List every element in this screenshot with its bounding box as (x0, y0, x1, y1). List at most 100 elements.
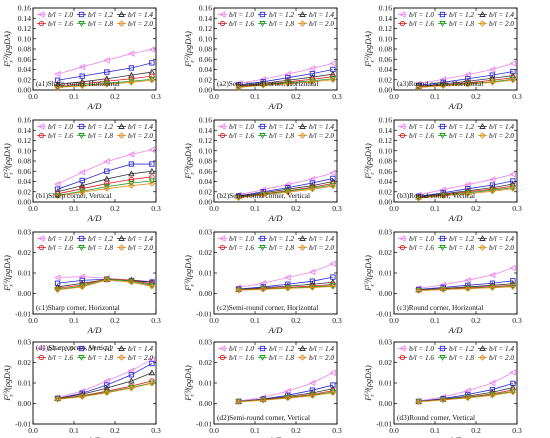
y-tick-label: 0.08 (199, 157, 212, 166)
y-tick-label: 0.00 (18, 86, 31, 95)
data-point (284, 395, 291, 402)
y-tick-label: -0.01 (15, 420, 31, 429)
series-line-3 (57, 372, 153, 399)
legend-entry: b/l = 1.0 (409, 11, 434, 19)
panel-caption: (d2)Semi-round corner, Vertical (217, 413, 310, 422)
panel-caption: (d3)Round corner, Vertical (397, 413, 475, 422)
legend-entry: b/l = 1.8 (269, 20, 294, 28)
legend-marker (37, 11, 45, 18)
legend-entry: b/l = 1.0 (229, 235, 254, 243)
y-tick-label: 0.16 (199, 4, 212, 13)
series-line-1 (238, 172, 334, 196)
x-tick-label: 0.3 (512, 204, 522, 213)
data-point (464, 394, 471, 402)
data-point (148, 77, 156, 84)
legend-entry: b/l = 2.0 (128, 132, 153, 140)
data-point (235, 287, 242, 294)
x-axis-label: A/D (268, 101, 284, 111)
legend-marker (218, 11, 226, 18)
data-point (440, 82, 447, 90)
panel-caption: (d1)Sharp corner, Vertical (36, 343, 112, 352)
series-line-6 (238, 286, 333, 291)
legend-entry: b/l = 1.6 (229, 354, 254, 362)
data-point (104, 69, 110, 75)
series-line-4 (238, 183, 333, 198)
data-point (329, 283, 337, 290)
data-point (509, 283, 517, 290)
y-axis-label: F(2)x/(ρgDA) (2, 31, 15, 68)
legend-entry: b/l = 2.0 (489, 20, 514, 28)
x-tick-label: 0.1 (69, 92, 79, 101)
y-tick-label: 0.02 (379, 248, 392, 257)
data-point (54, 192, 61, 199)
legend-marker (439, 345, 446, 352)
y-tick-label: 0.04 (379, 65, 392, 74)
legend-marker (37, 123, 45, 130)
data-point (329, 70, 337, 77)
legend-entry: b/l = 1.2 (449, 11, 474, 19)
legend-entry: b/l = 1.0 (409, 235, 434, 243)
legend-marker (78, 21, 85, 27)
series-line-1 (238, 263, 334, 288)
plot-frame (393, 231, 518, 315)
y-axis-label: F(3)z/(ρgDA) (2, 365, 15, 402)
panel-caption: (b2)Semi-round corner, Vertical (217, 191, 310, 200)
data-point (489, 72, 496, 78)
data-point (128, 170, 135, 177)
legend-entry: b/l = 1.2 (449, 345, 474, 353)
y-tick-label: 0.14 (379, 14, 392, 23)
series-line-1 (57, 149, 152, 185)
data-point (284, 285, 291, 292)
data-point (103, 276, 110, 284)
data-point (308, 65, 316, 72)
data-point (149, 360, 155, 367)
data-point (103, 158, 110, 165)
legend-marker (479, 354, 486, 361)
legend-marker (118, 345, 125, 351)
x-tick-label: 0.0 (209, 204, 219, 213)
y-tick-label: 0.01 (18, 269, 31, 278)
data-point (440, 396, 447, 404)
panel-caption: (b3)Round corner, Vertical (397, 191, 475, 200)
legend-marker (118, 20, 125, 27)
data-point (284, 387, 291, 395)
y-tick-label: 0.02 (199, 248, 212, 257)
data-point (488, 379, 496, 387)
legend-marker (439, 11, 446, 18)
series-line-1 (238, 372, 334, 402)
y-tick-label: 0.10 (199, 34, 212, 43)
series-line-4 (57, 176, 152, 195)
legend-entry: b/l = 1.8 (449, 354, 474, 362)
plot-frame (32, 231, 157, 315)
data-point (128, 182, 135, 189)
legend-marker (38, 132, 45, 139)
data-point (308, 175, 316, 183)
y-tick-label: -0.01 (376, 310, 392, 319)
legend-entry: b/l = 1.0 (48, 123, 73, 131)
x-tick-label: 0.1 (250, 92, 260, 101)
legend-entry: b/l = 1.8 (449, 132, 474, 140)
data-point (104, 168, 110, 174)
legend-entry: b/l = 1.4 (128, 235, 153, 243)
series-line-6 (238, 392, 333, 403)
y-tick-label: -0.01 (15, 310, 31, 319)
y-tick-label: 0.08 (199, 45, 212, 54)
chart-panel-c2: -0.01 0.00 0.01 0.02 0.03 0.0 0.1 0.2 0.3 A/D F(3)… (183, 228, 342, 335)
panel-caption: (a2)Semi-round corner, Horizontal (217, 79, 318, 88)
legend-entry: b/l = 1.0 (48, 235, 73, 243)
legend-marker (219, 132, 226, 139)
legend-marker (38, 20, 45, 27)
data-point (128, 180, 135, 187)
y-tick-label: 0.02 (18, 248, 31, 257)
legend-marker (399, 244, 406, 251)
data-point (284, 189, 291, 196)
data-point (488, 271, 496, 279)
x-tick-label: 0.1 (430, 92, 440, 101)
legend-marker (398, 345, 406, 352)
y-tick-label: 0.06 (18, 167, 31, 176)
legend-entry: b/l = 1.4 (489, 235, 514, 243)
x-tick-label: 0.1 (430, 426, 440, 435)
legend-marker (299, 244, 306, 251)
y-tick-label: 0.04 (199, 65, 212, 74)
x-tick-label: 0.3 (151, 426, 161, 435)
